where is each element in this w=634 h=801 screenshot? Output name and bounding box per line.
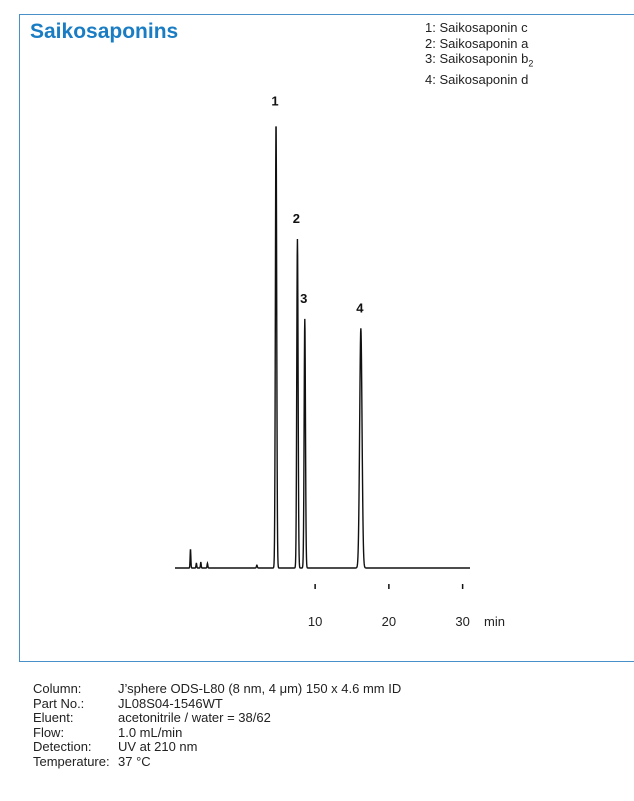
x-axis-label: min: [484, 614, 505, 629]
peak-label-2: 2: [293, 211, 300, 226]
peak-label-4: 4: [356, 300, 364, 315]
x-axis: 10 20 30 min: [308, 584, 505, 629]
x-tick-label-20: 20: [382, 614, 396, 629]
x-tick-label-30: 30: [455, 614, 469, 629]
method-conditions: Column: J’sphere ODS-L80 (8 nm, 4 μm) 150…: [33, 681, 402, 770]
legend-item-3: 3: Saikosaponin b2: [425, 51, 534, 69]
legend-item-4: 4: Saikosaponin d: [425, 72, 529, 88]
legend: 1: Saikosaponin c 2: Saikosaponin a 3: S…: [425, 20, 533, 88]
x-tick-label-10: 10: [308, 614, 322, 629]
condition-row-temperature: Temperature: 37 °C: [33, 753, 151, 769]
chart-title: Saikosaponins: [30, 20, 179, 43]
peak-label-1: 1: [271, 94, 278, 109]
chromatogram-marks: 1 2 3 4: [175, 94, 470, 569]
condition-row-column: Column: J’sphere ODS-L80 (8 nm, 4 μm) 150…: [33, 681, 402, 696]
legend-item-1: 1: Saikosaponin c: [425, 20, 528, 35]
condition-row-flow: Flow: 1.0 mL/min: [33, 724, 183, 740]
condition-row-detection: Detection: UV at 210 nm: [33, 739, 198, 755]
legend-item-2: 2: Saikosaponin a: [425, 35, 529, 51]
condition-row-part-no: Part No.: JL08S04-1546WT: [33, 695, 223, 711]
condition-row-eluent: Eluent: acetonitrile / water = 38/62: [33, 710, 271, 726]
chromatogram-trace: [175, 126, 470, 569]
peak-label-3: 3: [300, 291, 307, 306]
figure-frame: [19, 14, 634, 662]
